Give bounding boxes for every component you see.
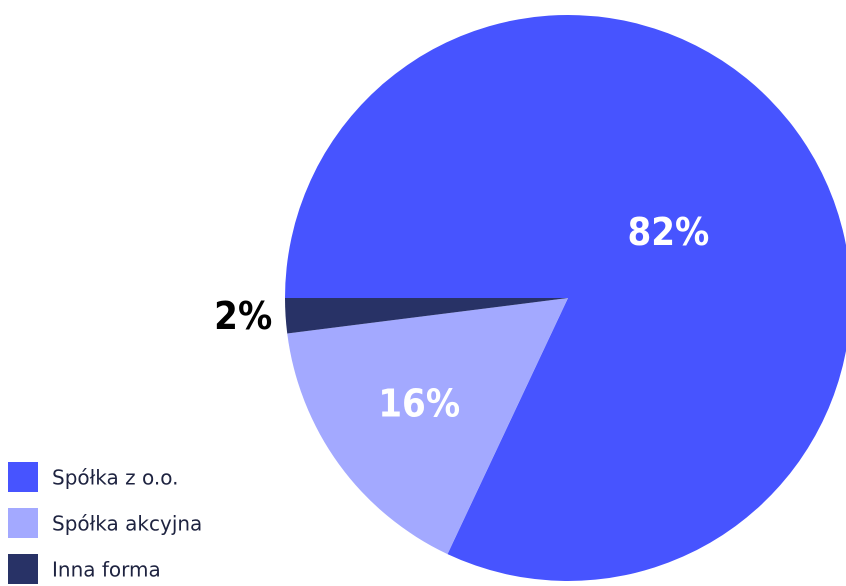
legend-swatch <box>8 508 38 538</box>
slice-label: 82% <box>627 210 709 254</box>
pie-slice <box>285 298 568 334</box>
legend-label: Inna forma <box>52 558 161 582</box>
slice-label: 16% <box>378 382 460 426</box>
legend-swatch <box>8 462 38 492</box>
pie-slice <box>285 15 846 581</box>
legend-swatch <box>8 554 38 584</box>
legend-label: Spółka z o.o. <box>52 466 179 490</box>
legend-label: Spółka akcyjna <box>52 512 202 536</box>
slice-label: 2% <box>214 294 272 338</box>
pie-slice <box>287 298 568 555</box>
